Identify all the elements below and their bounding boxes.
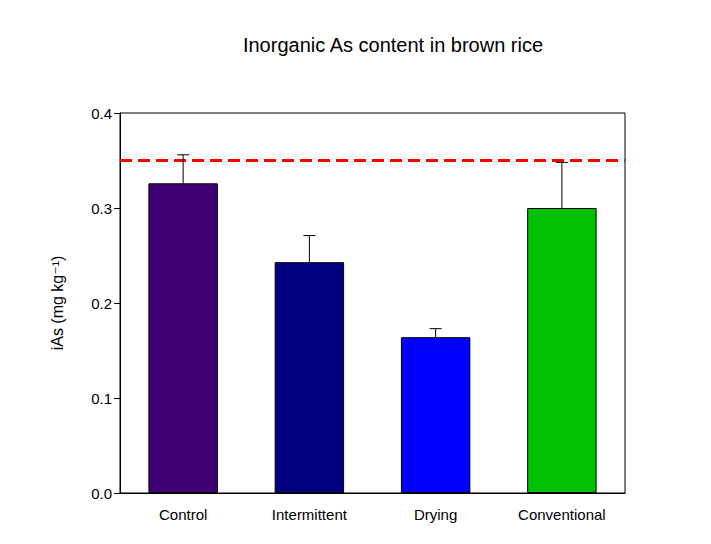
svg-text:0.1: 0.1 xyxy=(91,390,112,407)
svg-text:iAs (mg kg⁻¹): iAs (mg kg⁻¹) xyxy=(49,256,66,351)
svg-text:0.0: 0.0 xyxy=(91,485,112,502)
svg-text:0.2: 0.2 xyxy=(91,295,112,312)
svg-text:Drying: Drying xyxy=(414,506,457,523)
svg-text:0.3: 0.3 xyxy=(91,200,112,217)
svg-text:Intermittent: Intermittent xyxy=(272,506,348,523)
svg-text:Conventional: Conventional xyxy=(518,506,606,523)
svg-text:Inorganic As content in brown: Inorganic As content in brown rice xyxy=(243,34,543,56)
svg-text:0.4: 0.4 xyxy=(91,105,112,122)
svg-text:Control: Control xyxy=(159,506,207,523)
